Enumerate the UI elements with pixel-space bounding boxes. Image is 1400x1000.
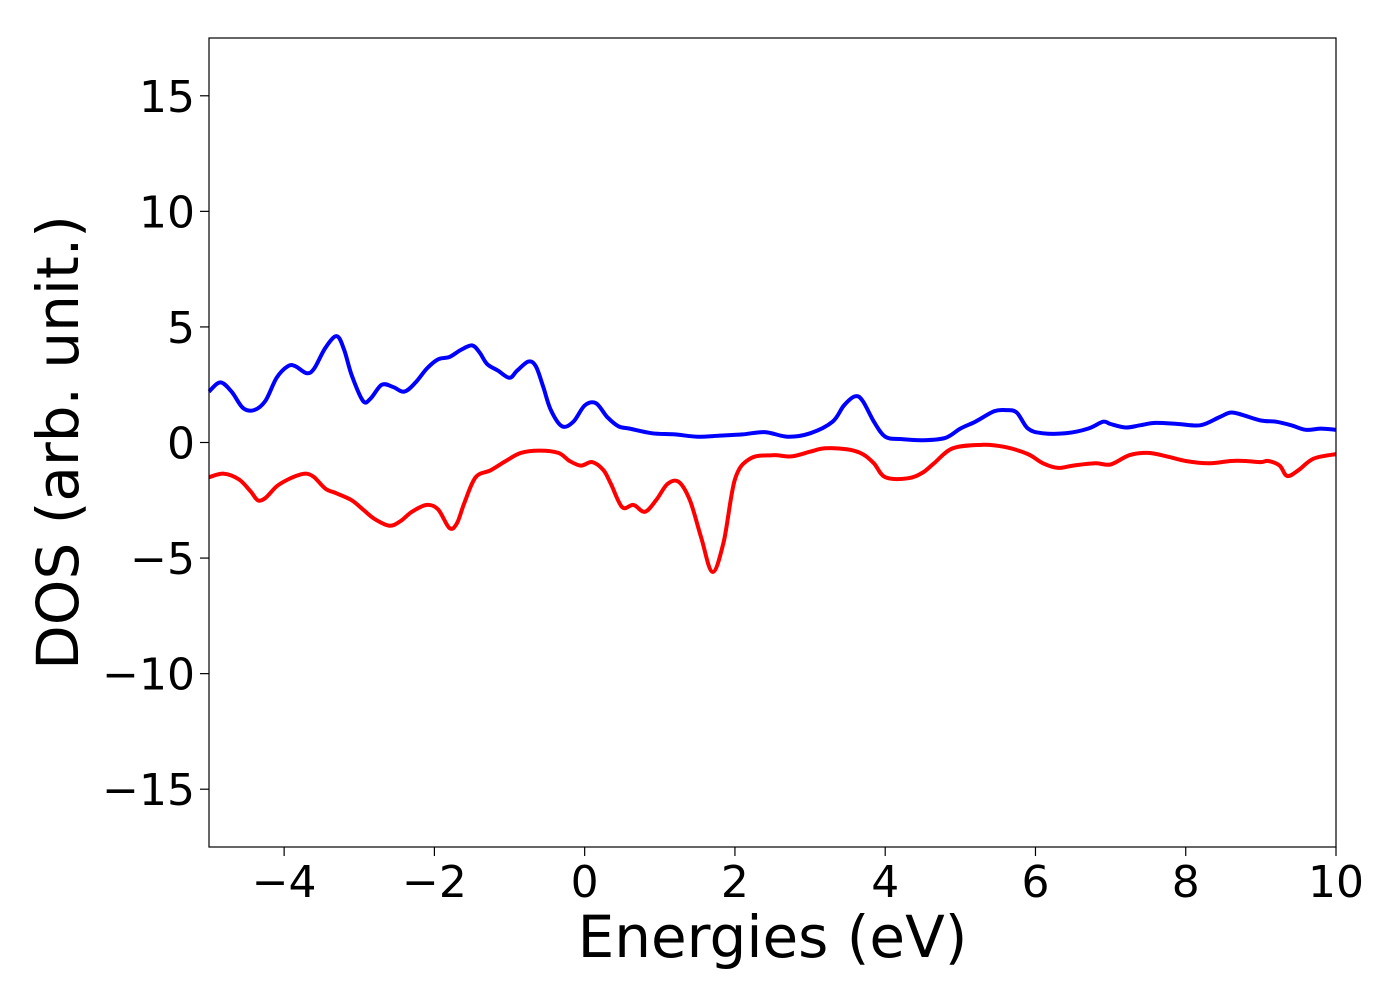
y-axis-label: DOS (arb. unit.) [24, 215, 92, 670]
x-tick-label: 8 [1172, 857, 1200, 908]
series-line-blue [207, 334, 1337, 443]
x-tick-label: 10 [1308, 857, 1364, 908]
y-tick-label: −15 [102, 765, 195, 816]
axis-ticks: −4 −2 0 2 4 6 8 10 15 10 5 0 −5 −10 −15 [102, 72, 1364, 908]
series-group [207, 334, 1337, 574]
plot-frame [208, 37, 1337, 848]
x-tick-label: 0 [571, 857, 599, 908]
y-tick-label: 15 [139, 72, 195, 123]
x-tick-label: 2 [721, 857, 749, 908]
x-tick-label: 4 [871, 857, 899, 908]
x-tick-label: −4 [252, 857, 317, 908]
y-tick-label: 0 [167, 419, 195, 470]
y-tick-label: −5 [130, 534, 195, 585]
y-tick-label: 10 [139, 187, 195, 238]
x-tick-label: −2 [402, 857, 467, 908]
series-line-red [208, 442, 1337, 574]
x-axis-label: Energies (eV) [578, 903, 968, 971]
y-tick-label: 5 [167, 303, 195, 354]
y-tick-label: −10 [102, 650, 195, 701]
x-tick-label: 6 [1021, 857, 1049, 908]
